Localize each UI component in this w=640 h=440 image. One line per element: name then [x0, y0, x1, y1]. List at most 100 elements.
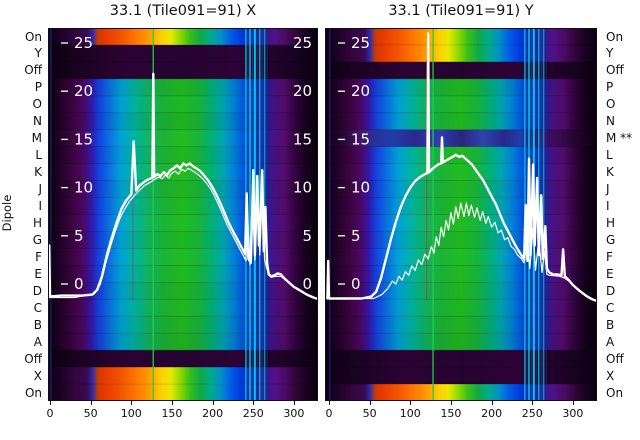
dipole-row-label: D [606, 283, 616, 298]
dipole-row [48, 367, 318, 385]
x-tick [532, 401, 534, 405]
dipole-row-label: N [33, 114, 42, 129]
dipole-row-label: L [35, 148, 42, 163]
dipole-row [325, 384, 597, 401]
dipole-row-label: C [606, 300, 615, 315]
dipole-row [325, 61, 597, 80]
x-tick-label: 250 [521, 407, 543, 420]
x-tick [329, 401, 330, 405]
dipole-row-label: C [33, 300, 42, 315]
dipole-row-label: On [24, 29, 42, 44]
panel-title-x: 33.1 (Tile091=91) X [109, 3, 257, 19]
rfi-stripe [542, 28, 545, 401]
y-tick-label: 20 [74, 82, 93, 100]
x-tick [90, 401, 92, 405]
x-tick-label: 300 [562, 407, 584, 420]
dipole-row [325, 248, 597, 266]
dipole-row-label: G [32, 232, 42, 247]
dipole-row-label: On [606, 29, 624, 44]
x-tick [253, 401, 255, 405]
dipole-row [48, 350, 318, 368]
dipole-row-label: G [606, 232, 616, 247]
dipole-row-label: A [33, 334, 42, 349]
dipole-row-label: X [33, 368, 42, 383]
y-tick-label: 10 [74, 179, 93, 197]
rfi-stripe [426, 60, 428, 300]
dipole-row-label: Off [24, 63, 42, 78]
rfi-stripe [49, 28, 52, 401]
dipole-row [48, 61, 318, 80]
y-tick-label-right: 10 [293, 179, 312, 197]
heatmap-panel-x: 25 25 20 20 15 15 10 10 5 5 0 0 [48, 28, 318, 401]
rfi-stripe [132, 195, 134, 300]
dipole-row-label: H [32, 216, 42, 230]
x-tick-label: 250 [242, 407, 264, 420]
dipole-row-label: E [34, 266, 42, 281]
x-tick-label: 200 [202, 407, 224, 420]
x-tick-label: 50 [362, 407, 377, 420]
x-tick-label: 150 [440, 407, 462, 420]
x-tick [212, 401, 214, 405]
dipole-row-label: D [32, 283, 42, 298]
bandpass-raw-curve [326, 202, 597, 302]
dipole-row-label: K [606, 165, 614, 180]
dipole-row-label: I [38, 199, 42, 213]
y-tick-label: 0 [74, 275, 84, 293]
y-tick-label-right: 0 [302, 275, 312, 293]
x-tick-label: 200 [481, 407, 503, 420]
dipole-row-label: B [606, 317, 615, 332]
dipole-row [48, 248, 318, 266]
x-tick-label: 150 [161, 407, 183, 420]
rfi-stripe [152, 28, 154, 401]
dipole-row-label: B [33, 317, 42, 332]
y-tick-label: 10 [351, 179, 370, 197]
dipole-row-label: N [606, 114, 615, 129]
bandpass-smooth-curve [326, 32, 597, 303]
x-tick [410, 401, 412, 405]
x-tick-label: 300 [283, 407, 305, 420]
x-tick [572, 401, 574, 405]
dipole-row-label: J [606, 182, 610, 197]
y-tick-label: 25 [351, 34, 370, 52]
dipole-row-label-flagged: M ** [606, 131, 633, 146]
dipole-row-label: E [606, 266, 614, 281]
dipole-row-label: Y [34, 46, 42, 61]
dipole-row-label: Off [606, 351, 624, 366]
x-tick-label: 0 [46, 407, 54, 420]
dipole-row [48, 214, 318, 232]
x-tick-label: 50 [83, 407, 98, 420]
dipole-row-label: Off [24, 351, 42, 366]
bandpass-smooth-curve [48, 72, 318, 301]
panel-title-y: 33.1 (Tile091=91) Y [388, 3, 534, 19]
rfi-stripe [545, 28, 547, 401]
x-tick [450, 401, 452, 405]
x-tick-label: 100 [120, 407, 142, 420]
y-tick-label: 15 [351, 130, 370, 148]
dipole-row-label: O [32, 97, 42, 112]
dipole-row-label: On [24, 385, 42, 400]
dipole-row-label: X [606, 368, 615, 383]
dipole-row [325, 214, 597, 232]
dipole-row-label: K [34, 165, 42, 180]
dipole-row-label: P [34, 80, 42, 95]
y-tick-label-right: 15 [293, 130, 312, 148]
x-tick [50, 401, 51, 405]
dipole-row-label: O [606, 97, 616, 112]
dipole-row-label: Y [606, 46, 614, 61]
x-tick [369, 401, 371, 405]
rfi-stripe [328, 28, 331, 401]
dipole-row-label: On [606, 385, 624, 400]
heatmap-panel-y: 25 20 15 10 5 0 [325, 28, 597, 401]
y-tick-label: 15 [74, 130, 93, 148]
dipole-row-label: J [38, 182, 42, 197]
dipole-row [325, 350, 597, 368]
bandpass-raw-curve [48, 167, 318, 300]
dipole-row-label: L [606, 148, 613, 163]
y-tick-label: 5 [351, 227, 361, 245]
y-tick-label-right: 25 [293, 34, 312, 52]
dipole-row-label: H [606, 216, 616, 230]
y-tick-label-right: 20 [293, 82, 312, 100]
dipole-row-label: A [606, 334, 615, 349]
y-tick-label: 20 [351, 82, 370, 100]
